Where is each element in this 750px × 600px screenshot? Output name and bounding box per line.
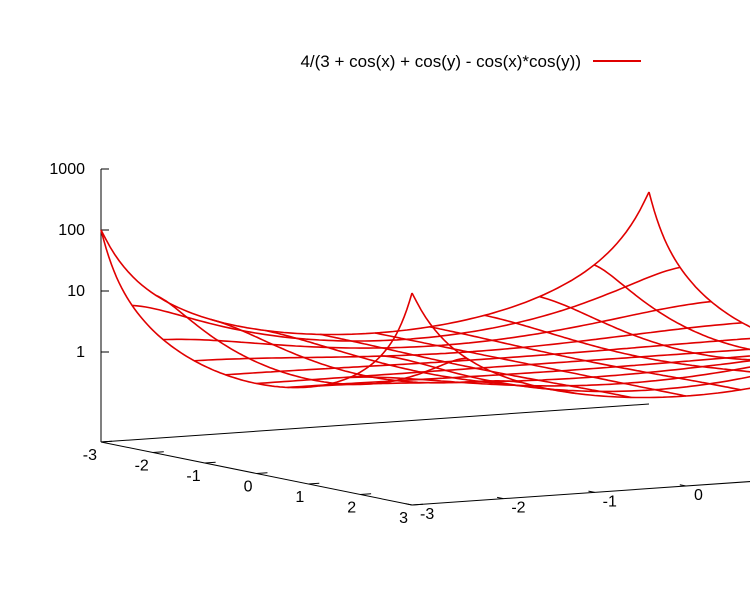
x-tick-label: -2 <box>135 458 149 475</box>
surface-line-x <box>484 314 750 373</box>
surface-line-y <box>318 360 750 387</box>
z-tick-label: 1000 <box>49 161 85 178</box>
x-tick <box>256 472 268 474</box>
surface-line-x <box>100 229 413 389</box>
x-tick-label: 2 <box>347 500 356 517</box>
z-tick-label: 10 <box>67 283 85 300</box>
x-tick <box>360 493 372 495</box>
legend: 4/(3 + cos(x) + cos(y) - cos(x)*cos(y)) <box>300 52 641 71</box>
legend-label: 4/(3 + cos(x) + cos(y) - cos(x)*cos(y)) <box>300 52 581 71</box>
y-tick-label: 0 <box>694 487 703 504</box>
surface-line-y <box>411 292 750 399</box>
x-tick <box>152 451 164 453</box>
z-tick-label: 100 <box>58 222 85 239</box>
x-tick-label: 0 <box>244 479 253 496</box>
z-tick-label: 1 <box>76 344 85 361</box>
y-tick <box>588 490 595 493</box>
y-tick <box>679 484 687 487</box>
x-tick <box>411 503 423 506</box>
surface-line-y <box>380 355 750 393</box>
surface-line-y <box>287 355 750 389</box>
axes <box>100 168 750 506</box>
x-tick-label: -1 <box>186 468 200 485</box>
x-tick-label: 1 <box>295 489 304 506</box>
surface-line-x <box>648 191 750 328</box>
x-tick <box>100 440 112 443</box>
surface-line-x <box>429 326 741 391</box>
back-axis-line <box>100 403 650 443</box>
x-tick-label: -3 <box>83 447 97 464</box>
y-tick-label: -1 <box>603 493 617 510</box>
x-tick-label: 3 <box>399 510 408 527</box>
y-tick <box>497 496 504 500</box>
surface-line-y <box>349 366 750 387</box>
y-tick-label: -2 <box>511 500 525 517</box>
surface-line-y <box>100 191 650 336</box>
x-tick <box>204 461 216 464</box>
surface-line-x <box>539 295 750 361</box>
y-tick-label: -3 <box>420 506 434 523</box>
x-tick <box>308 482 320 485</box>
y-tick <box>405 503 413 506</box>
surface-line-y <box>256 348 750 385</box>
surface-mesh <box>100 191 750 399</box>
